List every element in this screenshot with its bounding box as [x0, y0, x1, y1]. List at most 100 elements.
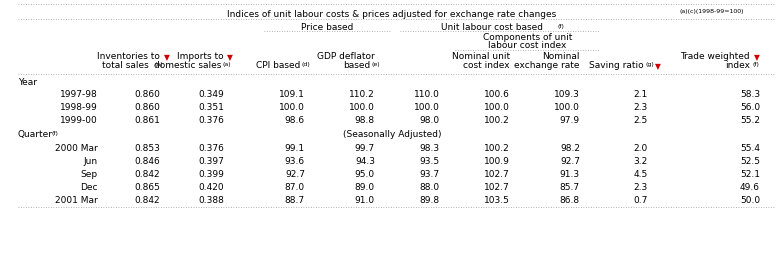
Text: (a): (a) [155, 62, 164, 67]
Text: 91.0: 91.0 [355, 196, 375, 205]
Text: 100.6: 100.6 [485, 90, 510, 99]
Text: domestic sales: domestic sales [154, 61, 221, 70]
Text: 0.349: 0.349 [198, 90, 224, 99]
Text: 89.0: 89.0 [355, 183, 375, 192]
Text: Inventories to: Inventories to [97, 52, 160, 61]
Text: (f): (f) [753, 62, 760, 67]
Text: ▼: ▼ [227, 53, 233, 62]
Text: (f): (f) [52, 131, 59, 136]
Text: 109.3: 109.3 [554, 90, 580, 99]
Text: Sep: Sep [81, 170, 98, 179]
Text: 0.865: 0.865 [134, 183, 160, 192]
Text: Nominal unit: Nominal unit [452, 52, 510, 61]
Text: 100.0: 100.0 [485, 103, 510, 112]
Text: 0.351: 0.351 [198, 103, 224, 112]
Text: Saving ratio: Saving ratio [590, 61, 644, 70]
Text: Trade weighted: Trade weighted [681, 52, 750, 61]
Text: 0.388: 0.388 [198, 196, 224, 205]
Text: 98.2: 98.2 [560, 144, 580, 153]
Text: (a)(c)(1998-99=100): (a)(c)(1998-99=100) [680, 9, 745, 14]
Text: 4.5: 4.5 [633, 170, 648, 179]
Text: 0.846: 0.846 [134, 157, 160, 166]
Text: 55.2: 55.2 [740, 116, 760, 125]
Text: index: index [725, 61, 750, 70]
Text: Jun: Jun [84, 157, 98, 166]
Text: 100.0: 100.0 [279, 103, 305, 112]
Text: 1997-98: 1997-98 [60, 90, 98, 99]
Text: (f): (f) [558, 24, 565, 29]
Text: 93.6: 93.6 [285, 157, 305, 166]
Text: 3.2: 3.2 [633, 157, 648, 166]
Text: (d): (d) [302, 62, 310, 67]
Text: 89.8: 89.8 [420, 196, 440, 205]
Text: 55.4: 55.4 [740, 144, 760, 153]
Text: ▼: ▼ [164, 53, 170, 62]
Text: 92.7: 92.7 [285, 170, 305, 179]
Text: 110.2: 110.2 [349, 90, 375, 99]
Text: Imports to: Imports to [177, 52, 224, 61]
Text: 0.860: 0.860 [134, 90, 160, 99]
Text: 1999-00: 1999-00 [60, 116, 98, 125]
Text: 100.0: 100.0 [554, 103, 580, 112]
Text: 93.7: 93.7 [420, 170, 440, 179]
Text: Quarter: Quarter [18, 130, 53, 139]
Text: 0.842: 0.842 [134, 170, 160, 179]
Text: 109.1: 109.1 [279, 90, 305, 99]
Text: CPI based: CPI based [256, 61, 300, 70]
Text: 93.5: 93.5 [420, 157, 440, 166]
Text: 98.0: 98.0 [420, 116, 440, 125]
Text: 87.0: 87.0 [285, 183, 305, 192]
Text: 95.0: 95.0 [355, 170, 375, 179]
Text: 2.3: 2.3 [633, 183, 648, 192]
Text: 0.376: 0.376 [198, 144, 224, 153]
Text: 85.7: 85.7 [560, 183, 580, 192]
Text: total sales: total sales [103, 61, 152, 70]
Text: 0.397: 0.397 [198, 157, 224, 166]
Text: 58.3: 58.3 [740, 90, 760, 99]
Text: 0.853: 0.853 [134, 144, 160, 153]
Text: 0.861: 0.861 [134, 116, 160, 125]
Text: 102.7: 102.7 [485, 170, 510, 179]
Text: 97.9: 97.9 [560, 116, 580, 125]
Text: 100.2: 100.2 [485, 116, 510, 125]
Text: 0.376: 0.376 [198, 116, 224, 125]
Text: 2.3: 2.3 [633, 103, 648, 112]
Text: 86.8: 86.8 [560, 196, 580, 205]
Text: 2001 Mar: 2001 Mar [55, 196, 98, 205]
Text: ▼: ▼ [754, 53, 760, 62]
Text: ▼: ▼ [655, 62, 661, 71]
Text: 1998-99: 1998-99 [60, 103, 98, 112]
Text: Year: Year [18, 78, 37, 87]
Text: (g): (g) [646, 62, 655, 67]
Text: (e): (e) [372, 62, 380, 67]
Text: 103.5: 103.5 [485, 196, 510, 205]
Text: Dec: Dec [81, 183, 98, 192]
Text: 2.1: 2.1 [633, 90, 648, 99]
Text: (Seasonally Adjusted): (Seasonally Adjusted) [343, 130, 441, 139]
Text: 100.0: 100.0 [414, 103, 440, 112]
Text: 2000 Mar: 2000 Mar [55, 144, 98, 153]
Text: 94.3: 94.3 [355, 157, 375, 166]
Text: 98.3: 98.3 [420, 144, 440, 153]
Text: 50.0: 50.0 [740, 196, 760, 205]
Text: 0.842: 0.842 [134, 196, 160, 205]
Text: 102.7: 102.7 [485, 183, 510, 192]
Text: 100.2: 100.2 [485, 144, 510, 153]
Text: 0.860: 0.860 [134, 103, 160, 112]
Text: Unit labour cost based: Unit labour cost based [441, 23, 543, 32]
Text: 92.7: 92.7 [560, 157, 580, 166]
Text: Price based: Price based [301, 23, 353, 32]
Text: 98.6: 98.6 [285, 116, 305, 125]
Text: 88.0: 88.0 [420, 183, 440, 192]
Text: Components of unit: Components of unit [483, 33, 572, 42]
Text: 2.0: 2.0 [633, 144, 648, 153]
Text: 100.9: 100.9 [485, 157, 510, 166]
Text: labour cost index: labour cost index [488, 41, 567, 50]
Text: 91.3: 91.3 [560, 170, 580, 179]
Text: 56.0: 56.0 [740, 103, 760, 112]
Text: 98.8: 98.8 [355, 116, 375, 125]
Text: 99.7: 99.7 [355, 144, 375, 153]
Text: 0.7: 0.7 [633, 196, 648, 205]
Text: 0.399: 0.399 [198, 170, 224, 179]
Text: Nominal: Nominal [543, 52, 580, 61]
